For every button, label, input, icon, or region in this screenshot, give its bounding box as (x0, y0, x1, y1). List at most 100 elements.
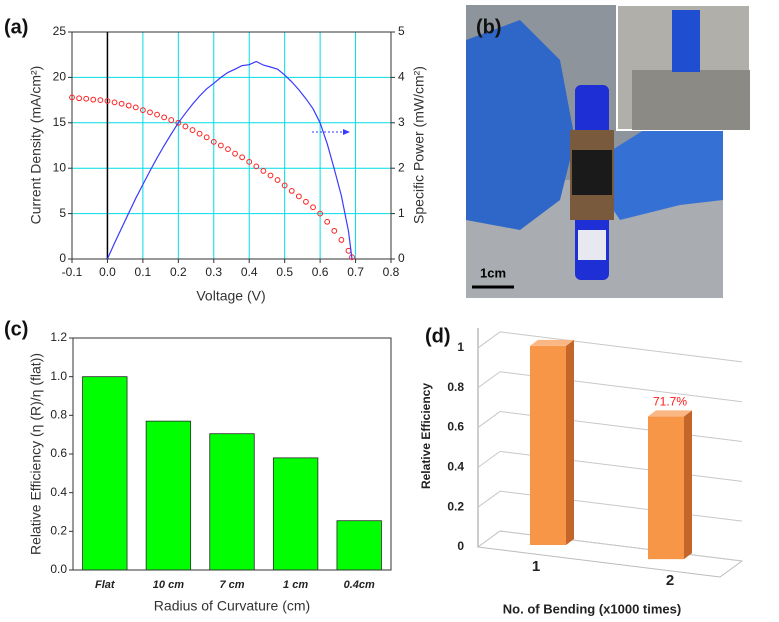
y2-tick-label: 3 (398, 115, 405, 129)
data-point (338, 237, 345, 243)
data-point (203, 134, 210, 141)
y-tick-label: 1 (457, 340, 464, 354)
x-tick-label: 0.4 (241, 265, 258, 279)
data-point (175, 119, 182, 126)
data-point (76, 95, 82, 102)
y-tick-label: 0.0 (50, 562, 67, 576)
data-point (274, 177, 281, 183)
y-tick-label: 0.4 (50, 485, 67, 499)
y-tick-label: 0.6 (50, 446, 67, 460)
data-point (246, 158, 253, 165)
panel-label: (d) (425, 325, 451, 347)
data-point (69, 94, 75, 101)
data-point (125, 102, 132, 109)
y-tick-label: 15 (53, 115, 67, 129)
data-point (345, 247, 352, 254)
tube-label (578, 230, 606, 260)
bar-side (566, 339, 574, 545)
grid-line (477, 331, 501, 349)
data-point (317, 210, 324, 217)
plot-frame (72, 337, 392, 571)
bar (145, 420, 192, 571)
scale-bar-label: 1cm (480, 265, 506, 280)
inset-stage (632, 70, 750, 130)
data-point (331, 227, 338, 234)
bar (336, 520, 382, 571)
data-point (260, 168, 267, 174)
y2-tick-label: 0 (398, 251, 405, 265)
inset-tube (672, 10, 700, 72)
y-tick-label: 10 (53, 160, 67, 174)
panel-label: (a) (4, 16, 28, 38)
y-tick-label: 0.8 (447, 380, 464, 394)
y-tick-label: 5 (59, 206, 66, 220)
data-point (196, 130, 203, 137)
bar-side (684, 410, 692, 560)
x-tick-label: 0.0 (99, 265, 116, 279)
bar (209, 433, 255, 571)
y-tick-label: 20 (53, 70, 67, 84)
cell (572, 150, 612, 195)
data-line (106, 60, 353, 260)
x-tick-label: 0.1 (135, 265, 152, 279)
x-tick-label: 0.4cm (344, 579, 375, 591)
x-axis-title: Radius of Curvature (cm) (154, 598, 310, 614)
data-point (154, 111, 160, 118)
grid-line (477, 450, 501, 468)
y2-tick-label: 1 (398, 206, 405, 220)
data-point (239, 154, 246, 161)
y2-tick-label: 4 (398, 70, 405, 84)
y2-tick-label: 2 (398, 160, 405, 174)
data-point (295, 193, 302, 200)
bar-front (648, 416, 684, 560)
data-point (303, 198, 309, 205)
data-point (310, 204, 316, 211)
data-point (161, 114, 168, 121)
grid-line (499, 331, 743, 363)
x-tick-label: Flat (95, 579, 116, 591)
y2-axis-title: Specific Power (mW/cm²) (411, 66, 427, 224)
y-tick-label: 0.2 (50, 524, 67, 538)
data-point (253, 163, 260, 170)
plot-frame (71, 31, 392, 260)
y-axis-title: Relative Efficiency (419, 383, 433, 489)
x-tick-label: 0.3 (205, 265, 222, 279)
y2-tick-label: 5 (398, 24, 405, 38)
data-point (182, 123, 189, 130)
data-point (118, 100, 125, 107)
data-point (267, 172, 274, 179)
data-point (83, 95, 90, 102)
data-point (90, 96, 97, 103)
data-point (217, 142, 224, 149)
data-point (288, 188, 295, 194)
x-tick-label: 7 cm (219, 579, 244, 591)
y-tick-label: 0.8 (50, 408, 67, 422)
grid-line (477, 530, 501, 548)
data-point (139, 107, 146, 113)
bar (272, 457, 319, 571)
x-tick-label: 1 (532, 558, 540, 575)
bar-front (530, 345, 566, 545)
y-tick-label: 25 (53, 24, 67, 38)
data-point (281, 182, 288, 189)
y-tick-label: 0.2 (447, 499, 464, 513)
grid-line (477, 490, 501, 508)
x-tick-label: 1 cm (283, 579, 308, 591)
data-point (210, 138, 217, 145)
floor (476, 530, 744, 578)
grid-line (477, 411, 501, 428)
data-point (189, 127, 196, 133)
data-label: 71.7% (653, 395, 687, 409)
x-tick-label: 0.5 (276, 265, 293, 279)
x-tick-label: -0.1 (62, 265, 83, 279)
data-point (111, 99, 118, 106)
data-point (147, 109, 153, 116)
y-tick-label: 0.6 (447, 420, 464, 434)
data-point (97, 97, 104, 103)
axis-arrow-head (343, 129, 350, 135)
y-tick-label: 1.0 (50, 369, 67, 383)
y-tick-label: 0 (457, 539, 464, 553)
bar-top (648, 410, 692, 417)
data-point (324, 218, 331, 225)
